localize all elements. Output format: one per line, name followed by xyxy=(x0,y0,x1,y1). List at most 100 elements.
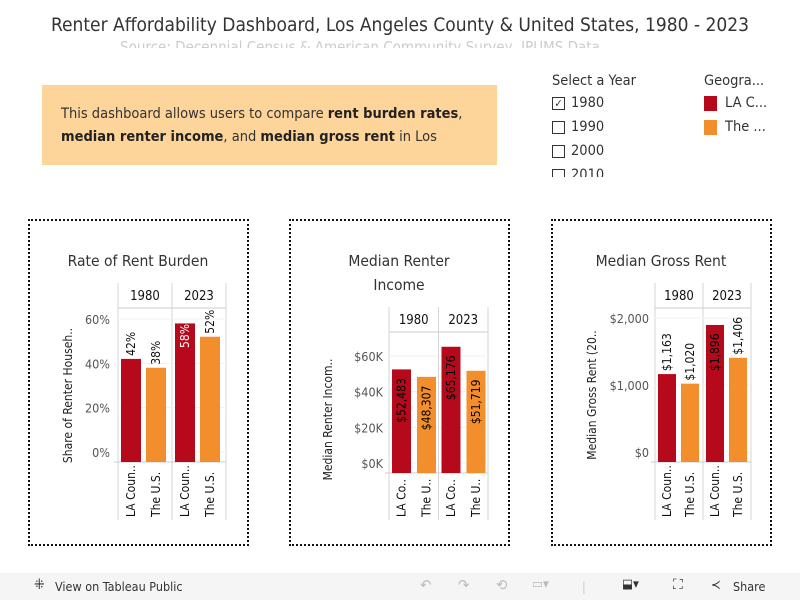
category-label: The U.S. xyxy=(203,472,217,518)
year-option-1990[interactable]: 1990 xyxy=(552,115,636,139)
description-text: This dashboard allows users to compare r… xyxy=(61,103,497,149)
year-label: 1980 xyxy=(571,95,605,111)
bar-data-label: $51,719 xyxy=(469,379,483,424)
y-tick-label: 60% xyxy=(85,312,110,327)
year-option-2000[interactable]: 2000 xyxy=(552,139,636,163)
chart-title: Median Renter xyxy=(348,252,450,270)
category-label: The U.. xyxy=(420,479,434,518)
bar-data-label: $52,483 xyxy=(395,378,409,423)
desc-text: in Los xyxy=(394,129,437,145)
category-label: LA Coun.. xyxy=(178,465,192,517)
desc-text: , xyxy=(458,106,463,122)
bar-data-label: $1,163 xyxy=(660,333,674,371)
legend-item-us[interactable]: The ... xyxy=(704,115,767,139)
category-label: The U.. xyxy=(469,479,483,518)
year-filter-title: Select a Year xyxy=(552,73,636,89)
dashboard-title: Renter Affordability Dashboard, Los Ange… xyxy=(50,14,750,36)
desc-bold: median renter income xyxy=(61,129,224,145)
column-header-1980: 1980 xyxy=(130,289,160,304)
y-tick-label: 0% xyxy=(92,445,110,460)
bar-1980-us xyxy=(681,383,699,462)
bar-data-label: 38% xyxy=(149,341,163,365)
bar-2023-us xyxy=(200,336,220,462)
y-tick-label: $40K xyxy=(354,385,383,400)
bar-2023-la xyxy=(706,324,724,462)
tableau-toolbar: ⁜ View on Tableau Public ↶ ↷ ⟲ ▭▾ | ⬓▾ ⛶… xyxy=(0,573,800,600)
view-on-tableau-link[interactable]: View on Tableau Public xyxy=(55,579,183,594)
column-header-2023: 2023 xyxy=(448,313,478,328)
bar-data-label: $1,896 xyxy=(708,333,722,371)
bar-1980-us xyxy=(417,376,436,473)
bar-1980-la xyxy=(121,358,141,462)
column-header-1980: 1980 xyxy=(399,313,429,328)
checkbox-icon[interactable] xyxy=(552,120,565,134)
geography-legend: Geogra... LA C... The ... xyxy=(704,73,767,139)
desc-text: , and xyxy=(223,129,261,145)
y-tick-label: $2,000 xyxy=(610,311,649,326)
y-axis-title: Median Gross Rent (20.. xyxy=(585,330,599,459)
column-header-2023: 2023 xyxy=(712,289,742,304)
bar-2023-us xyxy=(466,370,486,473)
category-label: LA Coun.. xyxy=(708,465,722,517)
legend-label: The ... xyxy=(725,119,766,135)
year-option-2010[interactable]: 2010 xyxy=(552,163,636,177)
y-axis-title: Share of Renter Househ.. xyxy=(61,328,75,463)
category-label: The U.S. xyxy=(731,472,745,518)
toolbar-divider: | xyxy=(582,579,586,594)
category-label: The U.S. xyxy=(683,472,697,518)
bar-data-label: $65,176 xyxy=(444,355,458,400)
year-label: 1990 xyxy=(571,119,605,135)
redo-icon[interactable]: ↷ xyxy=(458,576,470,594)
share-icon[interactable]: ≺ xyxy=(711,578,721,593)
fullscreen-icon[interactable]: ⛶ xyxy=(673,577,683,593)
year-option-1980[interactable]: ✓ 1980 xyxy=(552,91,636,115)
y-tick-label: $0K xyxy=(361,456,383,471)
year-label: 2010 xyxy=(571,167,605,177)
category-label: The U.S. xyxy=(149,472,163,518)
y-tick-label: $0 xyxy=(635,445,649,460)
renter-income-panel xyxy=(289,219,510,546)
bar-data-label: $1,020 xyxy=(683,343,697,381)
bar-data-label: 52% xyxy=(203,310,217,334)
column-header-1980: 1980 xyxy=(664,289,694,304)
undo-icon[interactable]: ↶ xyxy=(420,576,432,594)
y-tick-label: $60K xyxy=(354,349,383,364)
tableau-logo-icon[interactable]: ⁜ xyxy=(34,577,45,593)
y-axis-title: Median Renter Incom.. xyxy=(321,359,335,481)
rent-burden-panel xyxy=(28,219,249,546)
y-tick-label: 20% xyxy=(85,401,110,416)
revert-icon[interactable]: ⟲ xyxy=(496,576,508,594)
desc-bold: median gross rent xyxy=(260,129,395,145)
column-header-2023: 2023 xyxy=(184,289,214,304)
y-tick-label: $1,000 xyxy=(610,378,649,393)
checkbox-checked-icon[interactable]: ✓ xyxy=(552,96,565,110)
y-tick-label: 40% xyxy=(85,356,110,371)
category-label: LA Co.. xyxy=(395,479,409,517)
swatch-icon xyxy=(704,95,717,111)
dashboard-subtitle: Source: Decennial Census & American Comm… xyxy=(120,40,600,48)
download-icon[interactable]: ⬓▾ xyxy=(622,577,639,592)
legend-item-la[interactable]: LA C... xyxy=(704,91,767,115)
chart-title: Rate of Rent Burden xyxy=(68,252,209,270)
bar-1980-la xyxy=(658,374,676,462)
bar-2023-la xyxy=(441,346,461,473)
share-button[interactable]: Share xyxy=(733,579,766,594)
checkbox-icon[interactable] xyxy=(552,144,565,158)
legend-title: Geogra... xyxy=(704,73,765,89)
checkbox-icon[interactable] xyxy=(552,168,565,177)
bar-2023-us xyxy=(729,357,747,462)
y-tick-label: $20K xyxy=(354,420,383,435)
gross-rent-panel xyxy=(551,219,772,546)
category-label: LA Coun.. xyxy=(124,465,138,517)
chart-title: Income xyxy=(373,276,424,294)
year-filter[interactable]: Select a Year ✓ 1980 1990 2000 2010 xyxy=(552,73,636,177)
chart-title: Median Gross Rent xyxy=(596,252,727,270)
desc-text: This dashboard allows users to compare xyxy=(61,106,328,122)
bar-1980-us xyxy=(146,367,166,462)
bar-1980-la xyxy=(392,369,411,473)
bar-data-label: 42% xyxy=(124,332,138,356)
legend-label: LA C... xyxy=(725,95,768,111)
year-label: 2000 xyxy=(571,143,605,159)
refresh-icon[interactable]: ▭▾ xyxy=(532,577,549,592)
